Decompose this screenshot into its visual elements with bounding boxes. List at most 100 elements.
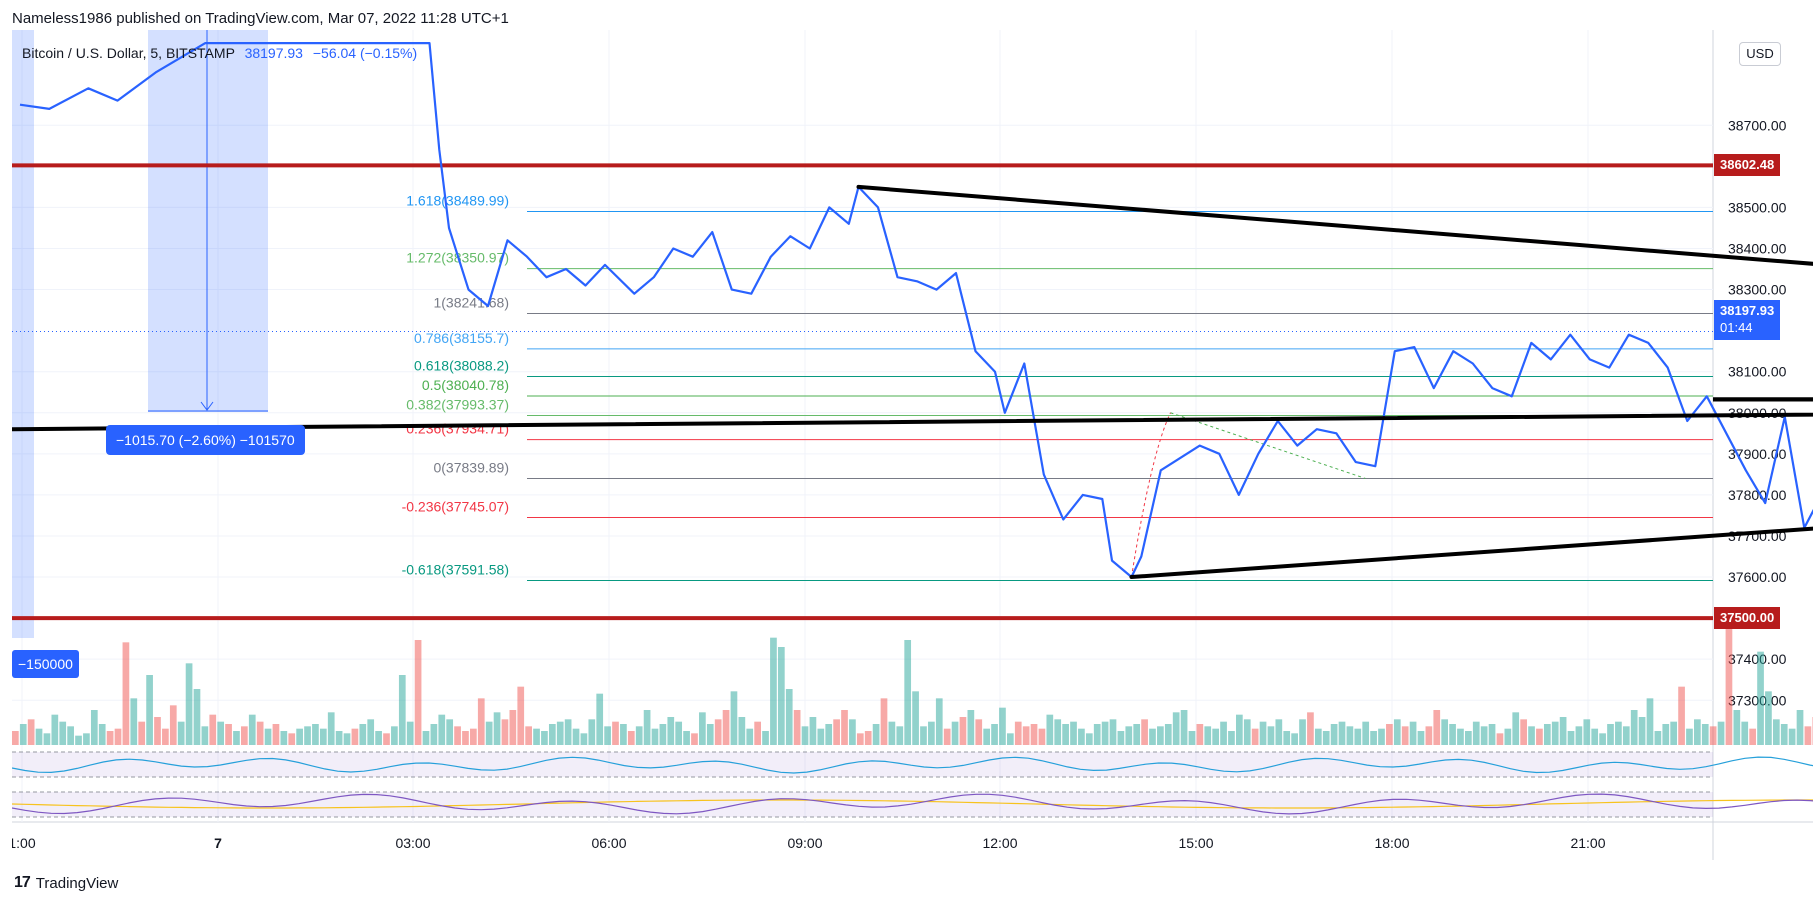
fib-level-label: -0.236(37745.07) bbox=[402, 498, 509, 514]
volume-bar bbox=[154, 717, 161, 745]
volume-bar bbox=[1275, 719, 1283, 745]
y-tick-label: 37800.00 bbox=[1728, 487, 1787, 503]
volume-bar bbox=[683, 731, 690, 745]
volume-bar bbox=[1141, 719, 1148, 745]
volume-bar bbox=[651, 728, 659, 745]
y-tick-label: 38000.00 bbox=[1728, 405, 1787, 421]
volume-bar bbox=[1686, 728, 1693, 745]
volume-bar bbox=[90, 710, 98, 745]
triangle-upper-line[interactable] bbox=[856, 184, 1813, 405]
support-price-tag: 37500.00 bbox=[1714, 607, 1781, 630]
volume-bar bbox=[1694, 719, 1701, 745]
volume-bar bbox=[1046, 714, 1054, 745]
tradingview-logo-icon: 17 bbox=[14, 874, 31, 891]
published-caption: Nameless1986 published on TradingView.co… bbox=[12, 10, 509, 27]
volume-bar bbox=[1678, 686, 1685, 745]
volume-bar bbox=[1536, 728, 1543, 745]
volume-bar bbox=[1409, 721, 1417, 745]
fib-level-label: -0.618(37591.58) bbox=[402, 562, 509, 578]
volume-bar bbox=[1749, 728, 1756, 745]
volume-bar bbox=[951, 721, 959, 745]
volume-bar bbox=[319, 728, 327, 745]
volume-bar bbox=[106, 731, 114, 745]
volume-bar bbox=[485, 721, 493, 745]
volume-bar bbox=[667, 717, 675, 745]
volume-bar bbox=[335, 731, 343, 745]
volume-bar bbox=[959, 717, 967, 745]
volume-bar bbox=[738, 717, 746, 745]
measure-label[interactable]: −1015.70 (−2.60%) −101570 bbox=[106, 425, 305, 455]
volume-bar bbox=[43, 733, 51, 745]
tradingview-brand[interactable]: 17 TradingView bbox=[14, 874, 118, 892]
measure-region[interactable] bbox=[148, 30, 268, 412]
volume-bar bbox=[1401, 726, 1409, 745]
volume-bar bbox=[169, 705, 177, 745]
volume-bar bbox=[1441, 719, 1449, 745]
volume-bar bbox=[1346, 726, 1354, 745]
volume-bar bbox=[1496, 733, 1504, 745]
volume-bar bbox=[1472, 721, 1480, 745]
volume-bar bbox=[177, 721, 185, 745]
volume-bar bbox=[1070, 721, 1077, 745]
volume-bar bbox=[1014, 721, 1022, 745]
volume-bar bbox=[548, 724, 556, 745]
y-tick-label: 38700.00 bbox=[1728, 117, 1787, 133]
volume-bar bbox=[391, 726, 398, 745]
volume-bar bbox=[1228, 731, 1235, 745]
symbol-legend[interactable]: Bitcoin / U.S. Dollar, 5, BITSTAMP 38197… bbox=[22, 45, 417, 61]
volume-bar bbox=[1338, 721, 1346, 745]
volume-bar bbox=[1433, 710, 1441, 745]
volume-bar bbox=[462, 731, 469, 745]
volume-bar bbox=[1085, 733, 1093, 745]
fib-trend-down bbox=[1170, 412, 1366, 479]
volume-bar bbox=[1654, 731, 1662, 745]
volume-bar bbox=[501, 719, 509, 745]
triangle-mid-extension[interactable] bbox=[1712, 397, 1813, 402]
x-tick-label: 7 bbox=[214, 835, 222, 851]
triangle-lower-line[interactable] bbox=[1129, 405, 1813, 580]
volume-bar bbox=[67, 726, 74, 745]
volume-bar bbox=[35, 728, 43, 745]
volume-bar bbox=[312, 724, 319, 745]
volume-bar bbox=[1757, 651, 1764, 745]
volume-bar bbox=[1725, 616, 1733, 745]
volume-bar bbox=[746, 728, 754, 745]
volume-bar bbox=[343, 733, 351, 745]
volume-bar bbox=[1607, 724, 1614, 745]
volume-bar bbox=[999, 707, 1006, 745]
volume-bar bbox=[1599, 733, 1606, 745]
volume-bar bbox=[1796, 710, 1804, 745]
indicator-pane-1 bbox=[12, 752, 1713, 777]
volume-bar bbox=[217, 721, 225, 745]
volume-bar bbox=[1125, 726, 1133, 745]
volume-bar bbox=[1551, 721, 1559, 745]
volume-bar bbox=[1378, 728, 1385, 745]
x-tick-label: 15:00 bbox=[1178, 835, 1213, 851]
volume-bar bbox=[612, 721, 619, 745]
fib-level-label: 1.618(38489.99) bbox=[406, 193, 509, 209]
volume-bar bbox=[1307, 712, 1314, 745]
volume-bar bbox=[1204, 726, 1212, 745]
volume-bar bbox=[1093, 724, 1101, 745]
volume-bar bbox=[864, 731, 872, 745]
volume-bar bbox=[604, 726, 611, 745]
currency-button[interactable]: USD bbox=[1739, 42, 1781, 66]
volume-bar bbox=[525, 726, 532, 745]
volume-bar bbox=[256, 721, 264, 745]
triangle-mid-line[interactable] bbox=[10, 400, 1813, 432]
volume-bar bbox=[193, 689, 201, 745]
volume-bar bbox=[209, 714, 217, 745]
measure-region-left bbox=[12, 30, 34, 638]
volume-bar bbox=[185, 663, 193, 745]
volume-bar bbox=[1393, 719, 1401, 745]
volume-bar bbox=[872, 724, 880, 745]
volume-bar bbox=[928, 721, 935, 745]
bar-countdown: 01:44 bbox=[1720, 320, 1753, 335]
y-tick-label: 38400.00 bbox=[1728, 240, 1787, 256]
resistance-price-tag: 38602.48 bbox=[1714, 154, 1781, 177]
volume-bar bbox=[248, 714, 256, 745]
price-line[interactable] bbox=[19, 42, 1813, 579]
last-price-value: 38197.93 bbox=[1720, 303, 1775, 318]
volume-bar bbox=[754, 721, 761, 745]
